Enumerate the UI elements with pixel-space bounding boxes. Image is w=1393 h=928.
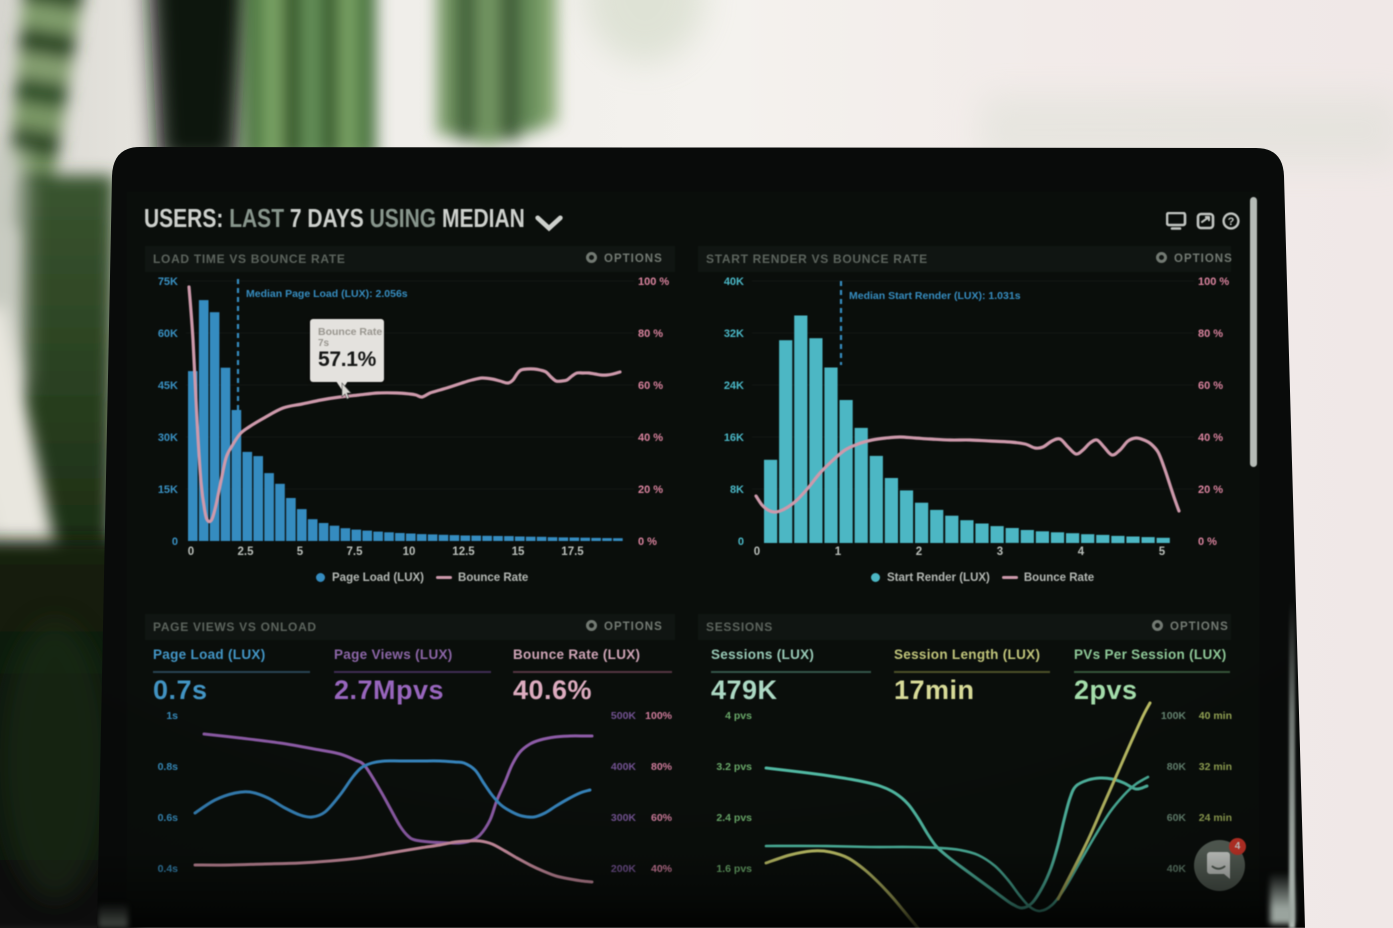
svg-text:400K: 400K	[611, 761, 637, 773]
svg-text:80 %: 80 %	[638, 328, 663, 340]
svg-text:0: 0	[188, 546, 194, 558]
svg-text:12.5: 12.5	[452, 546, 475, 558]
svg-text:100K: 100K	[1161, 710, 1187, 722]
svg-text:16K: 16K	[724, 432, 744, 444]
svg-text:30K: 30K	[158, 432, 178, 444]
svg-text:40 min: 40 min	[1199, 710, 1232, 722]
svg-text:80 %: 80 %	[1198, 328, 1223, 340]
svg-text:10: 10	[403, 546, 416, 558]
svg-text:0.8s: 0.8s	[158, 761, 179, 773]
svg-text:Median Start Render (LUX): 1.0: Median Start Render (LUX): 1.031s	[849, 290, 1021, 302]
svg-text:40K: 40K	[1167, 863, 1187, 875]
svg-text:2.4 pvs: 2.4 pvs	[716, 812, 752, 824]
svg-text:5: 5	[297, 546, 304, 558]
svg-text:60%: 60%	[651, 812, 673, 824]
svg-text:0: 0	[738, 536, 744, 548]
svg-text:0: 0	[172, 536, 178, 548]
svg-text:100 %: 100 %	[1198, 276, 1229, 288]
svg-text:40 %: 40 %	[638, 432, 663, 444]
svg-text:80%: 80%	[651, 761, 673, 773]
svg-text:1s: 1s	[166, 710, 178, 722]
svg-text:7.5: 7.5	[347, 546, 364, 558]
svg-text:20 %: 20 %	[1198, 484, 1223, 496]
svg-text:40%: 40%	[651, 863, 673, 875]
svg-text:0.4s: 0.4s	[158, 863, 179, 875]
svg-text:45K: 45K	[158, 380, 178, 392]
svg-text:60 %: 60 %	[638, 380, 663, 392]
svg-text:300K: 300K	[611, 812, 637, 824]
svg-text:100%: 100%	[645, 710, 673, 722]
svg-text:32 min: 32 min	[1199, 761, 1232, 773]
svg-text:15: 15	[512, 546, 525, 558]
svg-text:60K: 60K	[158, 328, 178, 340]
svg-text:2.5: 2.5	[238, 546, 255, 558]
svg-text:80K: 80K	[1167, 761, 1187, 773]
svg-text:1.6 pvs: 1.6 pvs	[716, 863, 752, 875]
svg-text:2: 2	[916, 546, 922, 558]
svg-text:0 %: 0 %	[1198, 536, 1217, 548]
svg-text:40 %: 40 %	[1198, 432, 1223, 444]
svg-text:4: 4	[1078, 546, 1085, 558]
svg-text:60 %: 60 %	[1198, 380, 1223, 392]
svg-text:15K: 15K	[158, 484, 178, 496]
svg-text:24K: 24K	[724, 380, 744, 392]
svg-text:20 %: 20 %	[638, 484, 663, 496]
svg-text:500K: 500K	[611, 710, 637, 722]
svg-text:40K: 40K	[724, 276, 744, 288]
svg-text:0 %: 0 %	[638, 536, 657, 548]
svg-text:1: 1	[835, 546, 842, 558]
svg-text:100 %: 100 %	[638, 276, 669, 288]
svg-text:3.2 pvs: 3.2 pvs	[716, 761, 752, 773]
svg-text:75K: 75K	[158, 276, 178, 288]
svg-text:32K: 32K	[724, 328, 744, 340]
svg-text:200K: 200K	[611, 863, 637, 875]
svg-text:5: 5	[1159, 546, 1166, 558]
svg-text:0.6s: 0.6s	[158, 812, 179, 824]
svg-text:60K: 60K	[1167, 812, 1187, 824]
svg-text:8K: 8K	[730, 484, 744, 496]
svg-text:0: 0	[754, 546, 760, 558]
svg-text:24 min: 24 min	[1199, 812, 1232, 824]
svg-text:4 pvs: 4 pvs	[725, 710, 752, 722]
svg-text:17.5: 17.5	[561, 546, 584, 558]
svg-text:3: 3	[997, 546, 1003, 558]
svg-text:Median Page Load (LUX): 2.056s: Median Page Load (LUX): 2.056s	[246, 288, 408, 300]
